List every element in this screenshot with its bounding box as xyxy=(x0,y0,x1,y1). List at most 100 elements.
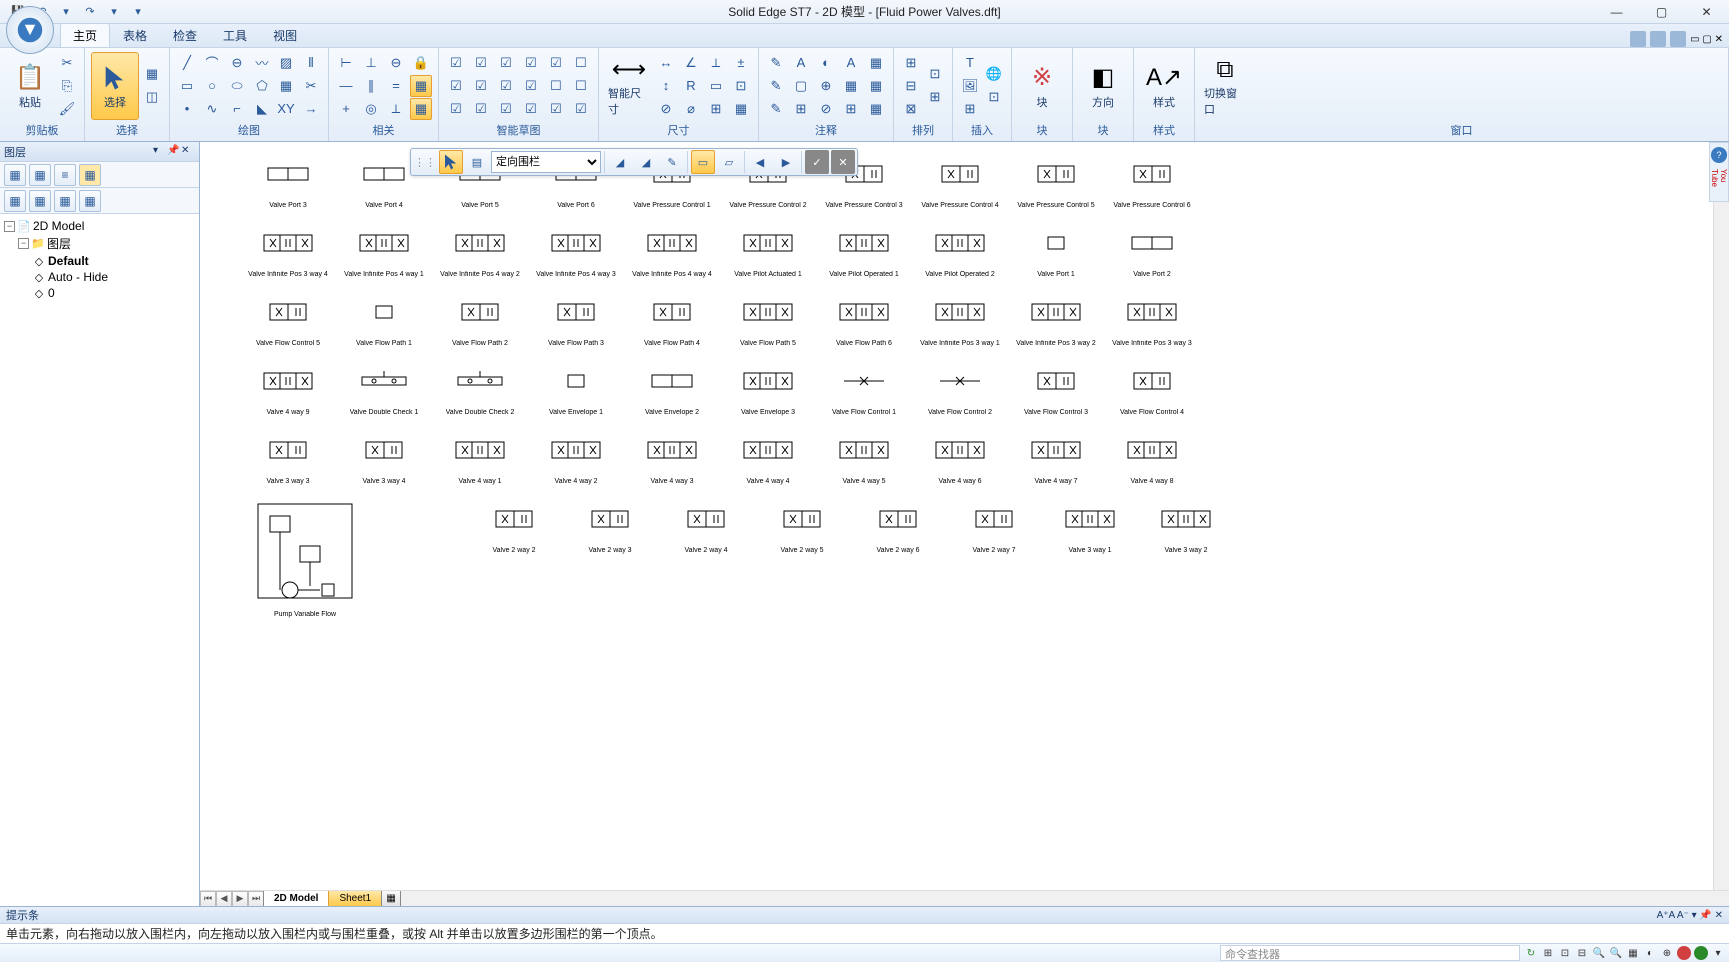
ar4-icon[interactable]: ⊡ xyxy=(924,63,946,85)
symbol-cell[interactable]: Valve Flow Control 1 xyxy=(816,353,912,416)
ft-prev-icon[interactable]: ◀ xyxy=(748,150,772,174)
is13-icon[interactable]: ☑ xyxy=(545,52,567,74)
rect-icon[interactable]: ▭ xyxy=(176,75,198,97)
is11-icon[interactable]: ☑ xyxy=(520,75,542,97)
d9-icon[interactable]: ⊞ xyxy=(705,98,727,120)
is18-icon[interactable]: ☑ xyxy=(570,98,592,120)
d10-icon[interactable]: ± xyxy=(730,52,752,74)
st3-icon[interactable]: ⊡ xyxy=(1558,946,1572,960)
sheet-tab-sheet1[interactable]: Sheet1 xyxy=(328,891,382,907)
symbol-cell[interactable]: Valve Infinite Pos 3 way 4 xyxy=(240,215,336,278)
symbol-cell[interactable]: Valve Double Check 1 xyxy=(336,353,432,416)
lp-btn2-icon[interactable]: ▦ xyxy=(29,164,51,186)
ellips-icon[interactable]: ⬭ xyxy=(226,75,248,97)
symbol-cell[interactable]: Valve Double Check 2 xyxy=(432,353,528,416)
symbol-cell[interactable]: Valve Infinite Pos 3 way 3 xyxy=(1104,284,1200,347)
tree-layer-0[interactable]: ◇ 0 xyxy=(4,285,195,301)
symbol-cell[interactable]: Valve Infinite Pos 4 way 3 xyxy=(528,215,624,278)
symbol-cell[interactable]: Valve Pressure Control 4 xyxy=(912,146,1008,209)
a14-icon[interactable]: ▦ xyxy=(865,75,887,97)
ft-cancel-icon[interactable]: ✕ xyxy=(831,150,855,174)
is1-icon[interactable]: ☑ xyxy=(445,52,467,74)
symbol-cell[interactable]: Valve Port 3 xyxy=(240,146,336,209)
st2-icon[interactable]: ⊞ xyxy=(1541,946,1555,960)
is3-icon[interactable]: ☑ xyxy=(445,98,467,120)
a10-icon[interactable]: A xyxy=(840,52,862,74)
mdi-min-icon[interactable]: ▭ ▢ ✕ xyxy=(1690,34,1723,45)
ar2-icon[interactable]: ⊟ xyxy=(900,75,922,97)
collapse-icon[interactable]: − xyxy=(18,238,29,249)
symbol-cell[interactable]: Valve 4 way 6 xyxy=(912,422,1008,485)
d1-icon[interactable]: ↔ xyxy=(655,52,677,74)
parallel-icon[interactable]: ∥ xyxy=(360,75,382,97)
lp-btn1-icon[interactable]: ▦ xyxy=(4,164,26,186)
ft-accept-icon[interactable]: ✓ xyxy=(805,150,829,174)
symbol-cell[interactable]: Valve Flow Control 4 xyxy=(1104,353,1200,416)
is14-icon[interactable]: ☐ xyxy=(545,75,567,97)
ribbon-opt-icon[interactable] xyxy=(1670,31,1686,47)
symbol-cell[interactable]: Valve 4 way 2 xyxy=(528,422,624,485)
symbol-cell[interactable]: Valve Flow Path 3 xyxy=(528,284,624,347)
d2-icon[interactable]: ↕ xyxy=(655,75,677,97)
orient-button[interactable]: ◧ 方向 xyxy=(1079,52,1127,120)
ribbon-min-icon[interactable] xyxy=(1650,31,1666,47)
a11-icon[interactable]: ▦ xyxy=(840,75,862,97)
a7-icon[interactable]: ◐ xyxy=(815,52,837,74)
a8-icon[interactable]: ⊕ xyxy=(815,75,837,97)
select-opt2-icon[interactable]: ◫ xyxy=(141,86,163,108)
symbol-cell[interactable]: Valve 2 way 5 xyxy=(754,491,850,618)
symbol-cell[interactable]: Valve Envelope 1 xyxy=(528,353,624,416)
ft-list-icon[interactable]: ▤ xyxy=(465,150,489,174)
symbol-cell[interactable]: Valve Envelope 3 xyxy=(720,353,816,416)
plus-icon[interactable]: + xyxy=(335,98,357,120)
symbol-cell[interactable]: Valve 2 way 2 xyxy=(466,491,562,618)
paste-button[interactable]: 📋 粘贴 xyxy=(6,52,54,120)
symbol-cell[interactable]: Valve 3 way 1 xyxy=(1042,491,1138,618)
extend-icon[interactable]: → xyxy=(300,98,322,120)
d11-icon[interactable]: ⊡ xyxy=(730,75,752,97)
arc-icon[interactable]: ⌒ xyxy=(201,52,223,74)
d7-icon[interactable]: ⟂ xyxy=(705,52,727,74)
symbol-cell[interactable]: Valve 4 way 8 xyxy=(1104,422,1200,485)
ft-next-icon[interactable]: ▶ xyxy=(774,150,798,174)
dropdown-icon[interactable]: ▾ xyxy=(104,2,124,22)
a4-icon[interactable]: A xyxy=(790,52,812,74)
ft-rect-icon[interactable]: ▭ xyxy=(691,150,715,174)
tree-layers[interactable]: − 📁 图层 xyxy=(4,234,195,253)
sheet-prev-icon[interactable]: ◀ xyxy=(216,891,232,907)
is6-icon[interactable]: ☑ xyxy=(470,98,492,120)
fillet-icon[interactable]: ⌐ xyxy=(226,98,248,120)
symbol-cell[interactable]: Valve Pilot Operated 1 xyxy=(816,215,912,278)
symbol-cell[interactable]: Valve 2 way 3 xyxy=(562,491,658,618)
lock-icon[interactable]: 🔒 xyxy=(410,52,432,74)
line-icon[interactable]: ╱ xyxy=(176,52,198,74)
spline-icon[interactable]: 〰 xyxy=(251,52,273,74)
sym-icon[interactable]: ⟂ xyxy=(385,98,407,120)
lp2-btn2-icon[interactable]: ▦ xyxy=(29,190,51,212)
symbol-cell[interactable]: Valve 2 way 7 xyxy=(946,491,1042,618)
tab-view[interactable]: 视图 xyxy=(260,23,310,47)
in5-icon[interactable]: ⊡ xyxy=(983,86,1005,108)
sheet-last-icon[interactable]: ⏭ xyxy=(248,891,264,907)
app-button[interactable] xyxy=(6,6,54,54)
a6-icon[interactable]: ⊞ xyxy=(790,98,812,120)
tab-table[interactable]: 表格 xyxy=(110,23,160,47)
symbol-cell[interactable]: Valve 2 way 6 xyxy=(850,491,946,618)
symbol-cell[interactable]: Valve Pilot Operated 2 xyxy=(912,215,1008,278)
lp-btn4-icon[interactable]: ▦ xyxy=(79,164,101,186)
symbol-cell[interactable] xyxy=(370,491,466,618)
in3-icon[interactable]: ⊞ xyxy=(959,98,981,120)
a12-icon[interactable]: ⊞ xyxy=(840,98,862,120)
symbol-cell[interactable]: Valve 4 way 1 xyxy=(432,422,528,485)
tab-tools[interactable]: 工具 xyxy=(210,23,260,47)
symbol-cell[interactable]: Valve Flow Control 3 xyxy=(1008,353,1104,416)
symbol-cell[interactable]: Valve Flow Control 5 xyxy=(240,284,336,347)
symbol-cell[interactable]: Valve Pressure Control 5 xyxy=(1008,146,1104,209)
ft-filter1-icon[interactable]: ◢ xyxy=(608,150,632,174)
ribbon-help-icon[interactable] xyxy=(1630,31,1646,47)
symbol-cell[interactable]: Valve Port 1 xyxy=(1008,215,1104,278)
symbol-cell[interactable]: Valve Infinite Pos 4 way 1 xyxy=(336,215,432,278)
is9-icon[interactable]: ☑ xyxy=(495,98,517,120)
qat-more-icon[interactable]: ▾ xyxy=(128,2,148,22)
symbol-cell[interactable]: Valve Pilot Actuated 1 xyxy=(720,215,816,278)
